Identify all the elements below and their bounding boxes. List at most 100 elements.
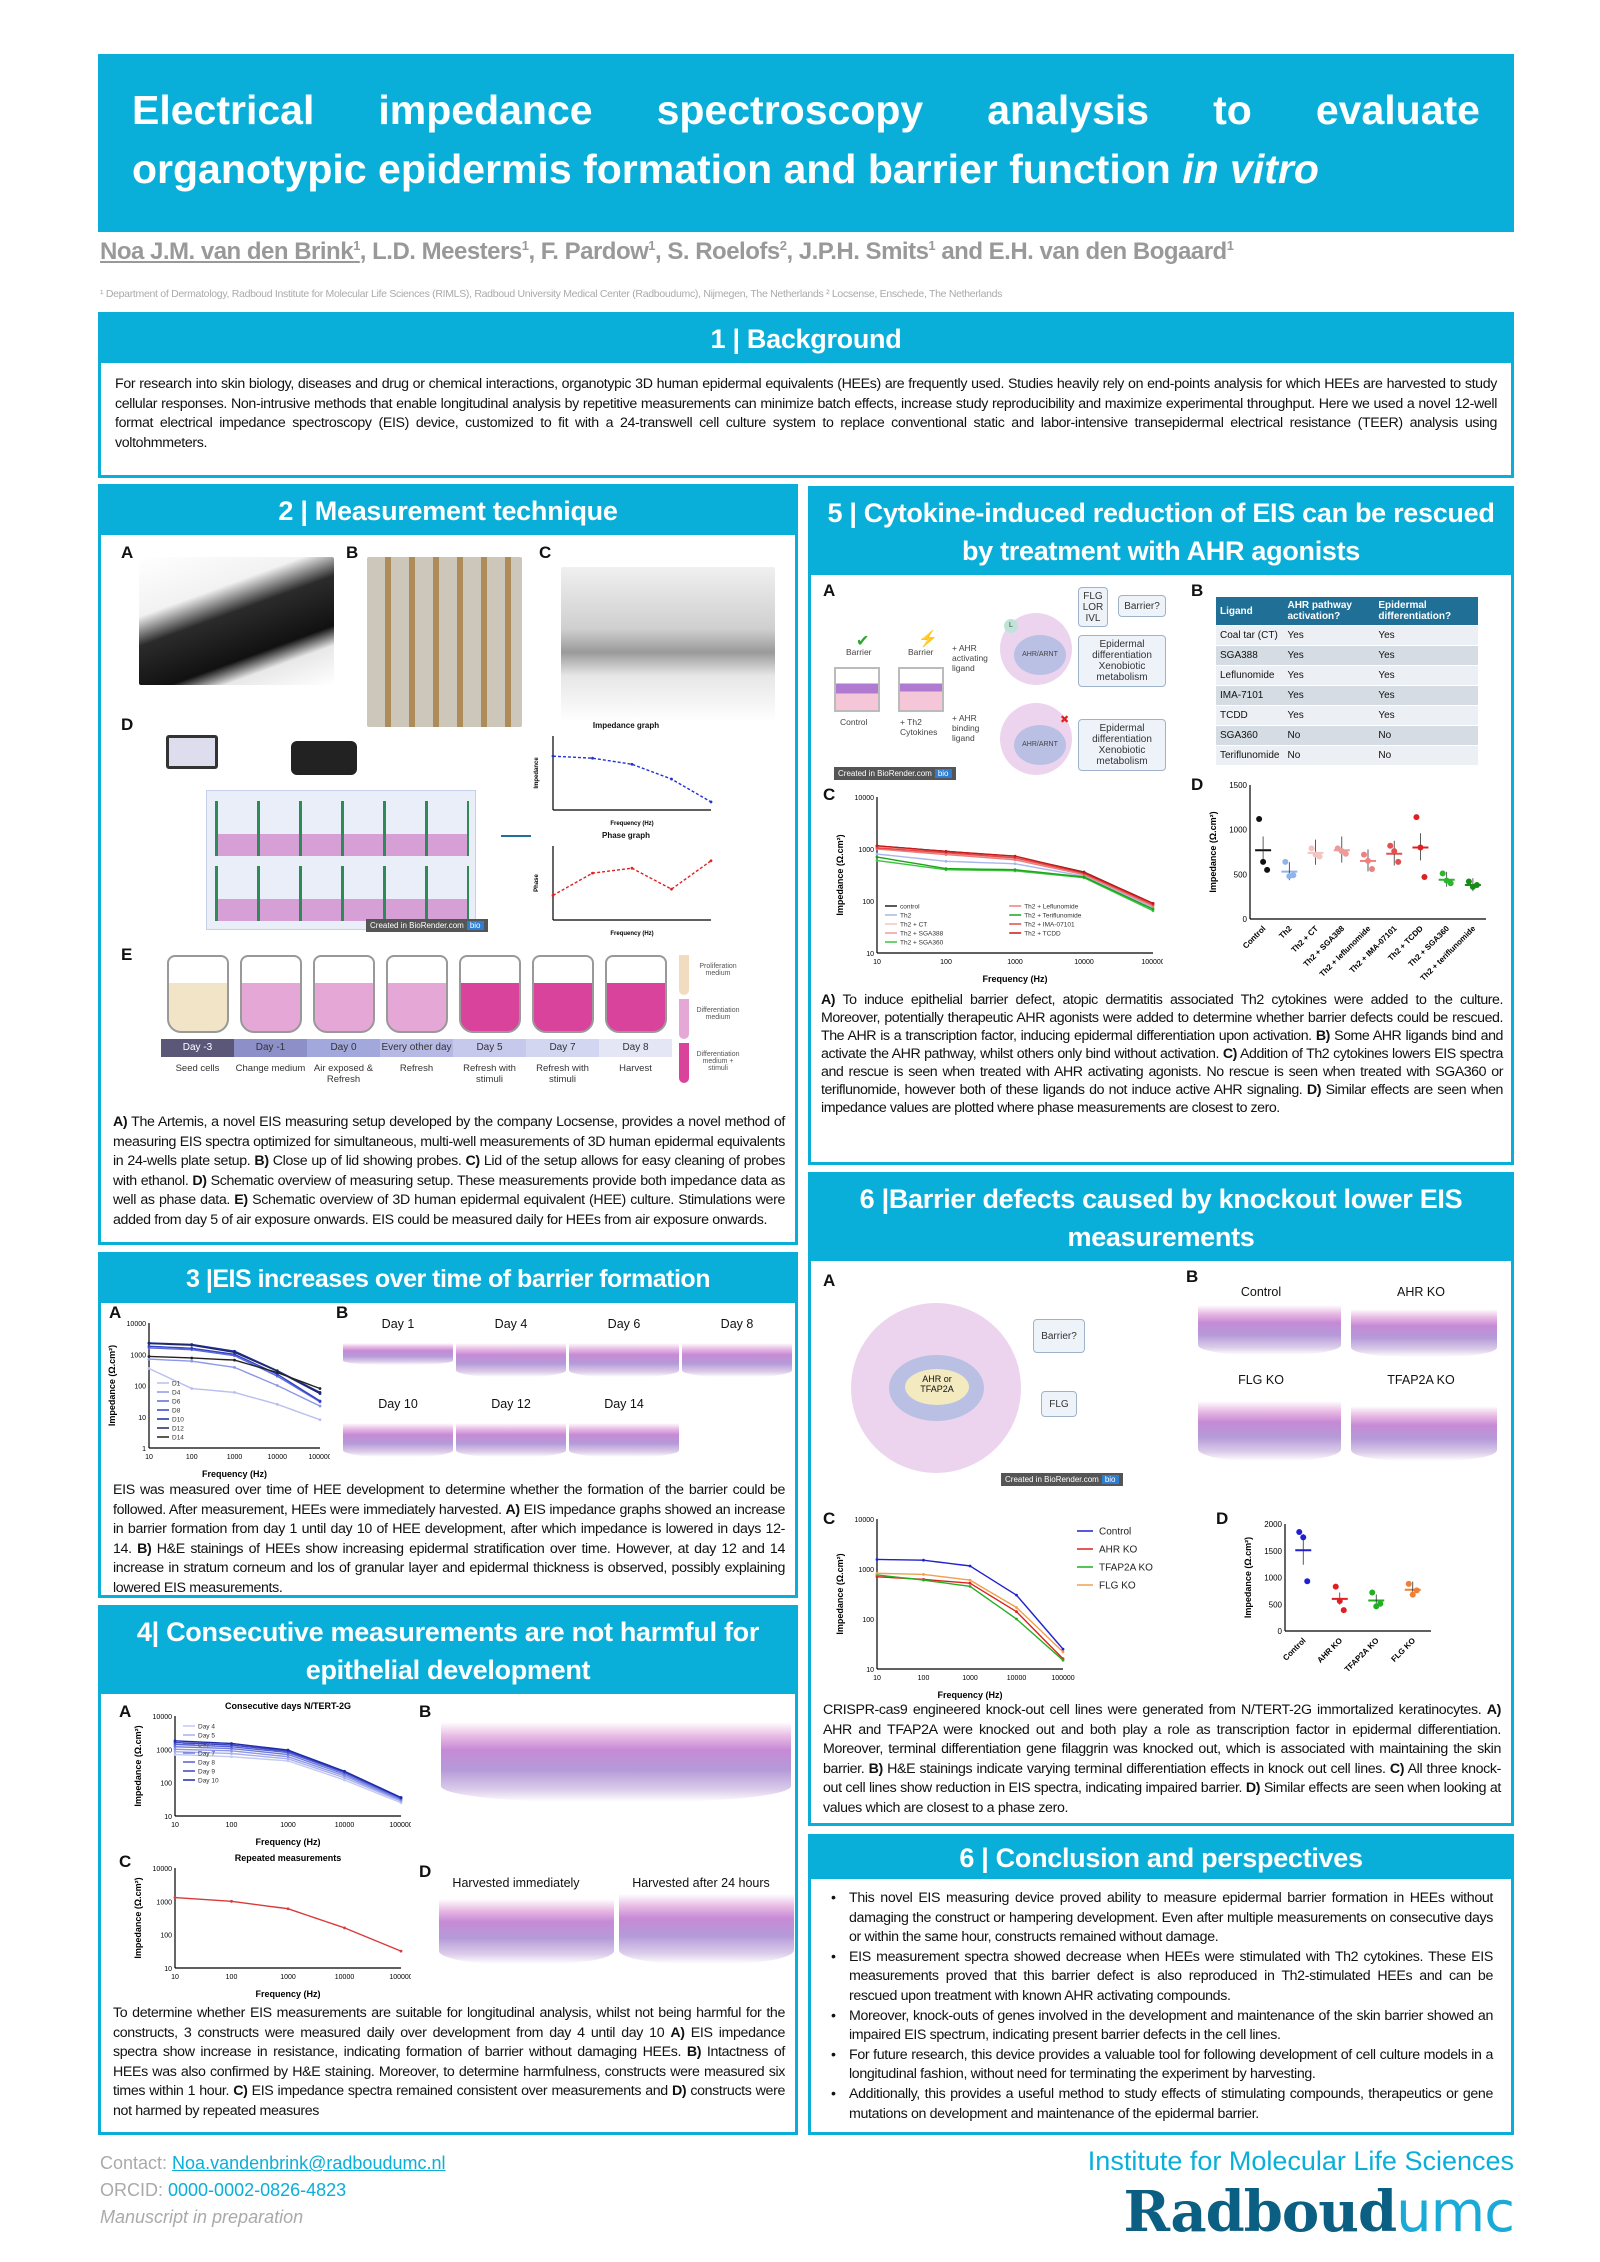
x-tick-label: 1000: [280, 1974, 296, 1981]
panel-label: A: [823, 1271, 836, 1290]
legend-label: D6: [172, 1399, 181, 1406]
panel-label: B: [336, 1303, 349, 1322]
data-point: [1151, 901, 1155, 905]
data-point: [968, 1584, 972, 1588]
data-point: [147, 1342, 151, 1345]
y-tick-label: 1000: [156, 1747, 172, 1754]
x-tick-label: 100000: [1051, 1675, 1074, 1682]
nucleus: AHR or TFAP2A: [889, 1355, 984, 1421]
histology-image: [619, 1894, 794, 1964]
legend-label: D1: [172, 1381, 181, 1388]
x-tick-label: 100: [226, 1822, 238, 1829]
data-point: [1369, 1589, 1376, 1596]
data-point: [922, 1572, 925, 1576]
data-point: [1336, 1598, 1343, 1605]
timeline-step: Air exposed & Refresh: [313, 1063, 374, 1085]
y-tick-label: 1000: [858, 847, 874, 854]
th2-impedance-chart: Impedance (Ω.cm²) Frequency (Hz) 10 100 1000…: [835, 795, 1163, 984]
section-body: A B Consecutive days N/TERT-2G Impedance …: [101, 1694, 795, 2134]
column-header: AHR pathway activation?: [1283, 597, 1375, 626]
series-line: [876, 845, 1154, 905]
histology-label: Control: [1240, 1285, 1282, 1299]
data-point: [147, 1355, 151, 1358]
first-author[interactable]: Noa J.M. van den Brink1: [100, 238, 360, 265]
x-tick-label: 10: [873, 1675, 881, 1682]
data-point: [1304, 1578, 1311, 1585]
data-point: [230, 1742, 233, 1745]
category-label: Th2: [1277, 924, 1294, 941]
section-body: A B Impedance (Ω.cm²) Frequency (Hz) 10 100…: [101, 1303, 795, 1598]
data-point: [1013, 862, 1017, 866]
panel-label: B: [346, 543, 359, 562]
institute-logo: Institute for Molecular Life Sciences Ra…: [1088, 2146, 1515, 2248]
data-point: [190, 1387, 194, 1390]
y-tick-label: 10: [866, 951, 874, 958]
data-point: [230, 1749, 233, 1753]
y-tick-label: 1500: [1264, 1547, 1282, 1556]
histology-day-label: Day 6: [607, 1317, 641, 1331]
data-point: [173, 1896, 177, 1899]
caption-panel-ref: A): [113, 1114, 128, 1130]
section-body: A B AHR or TFAP2A FLG Barrier? Created i…: [811, 1261, 1511, 1826]
data-point: [230, 1899, 233, 1903]
caption-text: Some AHR ligands bind and activate the A…: [821, 1028, 1503, 1062]
histology-label: FLG KO: [1238, 1373, 1284, 1387]
caption-text: Addition of Th2 cytokines lowers EIS spe…: [821, 1046, 1503, 1098]
culture-well-icon: [240, 955, 302, 1033]
category-label: Control: [1241, 924, 1267, 950]
data-point: [173, 1745, 177, 1749]
x-axis-label: Frequency (Hz): [610, 931, 653, 937]
histology-label: Harvested immediately: [452, 1876, 580, 1890]
diagram-label: Barrier: [908, 647, 934, 657]
data-point: [318, 1404, 322, 1408]
conclusion-bullet: Additionally, this provides a useful met…: [829, 2085, 1493, 2124]
data-point: [173, 1743, 177, 1746]
panel-label: C: [119, 1852, 132, 1871]
arnt-label: ARNT: [1038, 651, 1058, 658]
y-tick-label: 10: [164, 1814, 172, 1821]
table-row: TCDD Yes Yes: [1216, 705, 1478, 726]
conclusion-bullet: EIS measurement spectra showed decrease …: [829, 1948, 1493, 2007]
orcid-link[interactable]: 0000-0002-0826-4823: [168, 2180, 347, 2200]
title-word: Electrical: [132, 87, 315, 133]
x-axis-label: Frequency (Hz): [982, 974, 1047, 984]
timeline-day: Day -1: [234, 1039, 307, 1057]
cell: AHR or TFAP2A: [851, 1303, 1021, 1473]
data-point: [1061, 1658, 1065, 1662]
data-point: [286, 1748, 290, 1752]
phase-chart: Phase Frequency (Hz): [534, 846, 713, 937]
data-point: [1256, 815, 1263, 822]
impedance-chart: Impedance Frequency (Hz): [534, 736, 713, 827]
effects-box: Epidermal differentiation Xenobiotic met…: [1078, 719, 1166, 771]
x-tick-label: 100: [918, 1675, 930, 1682]
data-point: [1061, 1650, 1065, 1654]
legend-label: Th2 + IMA-07101: [1024, 922, 1075, 929]
y-tick-label: 1: [142, 1446, 146, 1453]
transwell-control: [834, 667, 880, 712]
data-point: [286, 1753, 290, 1756]
electrode-row: [215, 801, 469, 856]
title-line-2: organotypic epidermis formation and barr…: [132, 136, 1480, 202]
medium-legend-label: Proliferation medium: [699, 963, 737, 977]
y-axis-label: Impedance (Ω.cm²): [107, 1345, 117, 1426]
data-point: [343, 1776, 346, 1780]
data-point: [875, 844, 879, 848]
electrode-row: [215, 866, 469, 921]
medium-legend-label: Differentiation medium + stimuli: [696, 1051, 740, 1072]
x-tick-label: 10000: [335, 1974, 355, 1981]
caption-panel-ref: E): [234, 1192, 248, 1209]
affiliations: ¹ Department of Dermatology, Radboud Ins…: [100, 288, 1003, 300]
timeline-day: Day 8: [599, 1039, 672, 1057]
legend-label: Th2 + CT: [900, 922, 927, 929]
y-axis-label: Impedance (Ω.cm²): [835, 1553, 845, 1634]
y-tick-label: 10000: [153, 1714, 173, 1721]
timeline-day: Day -3: [161, 1039, 234, 1057]
eis-time-chart: Impedance (Ω.cm²) Frequency (Hz) 10 100 1000…: [107, 1321, 330, 1479]
histology-day-label: Day 8: [720, 1317, 754, 1331]
data-point: [1013, 854, 1017, 858]
diagram-label: Barrier: [846, 647, 872, 657]
caption-panel-ref: B): [868, 1760, 884, 1777]
data-point: [1300, 1534, 1307, 1541]
contact-email-link[interactable]: Noa.vandenbrink@radboudumc.nl: [172, 2153, 446, 2173]
section-heading: 2 | Measurement technique: [101, 487, 795, 535]
